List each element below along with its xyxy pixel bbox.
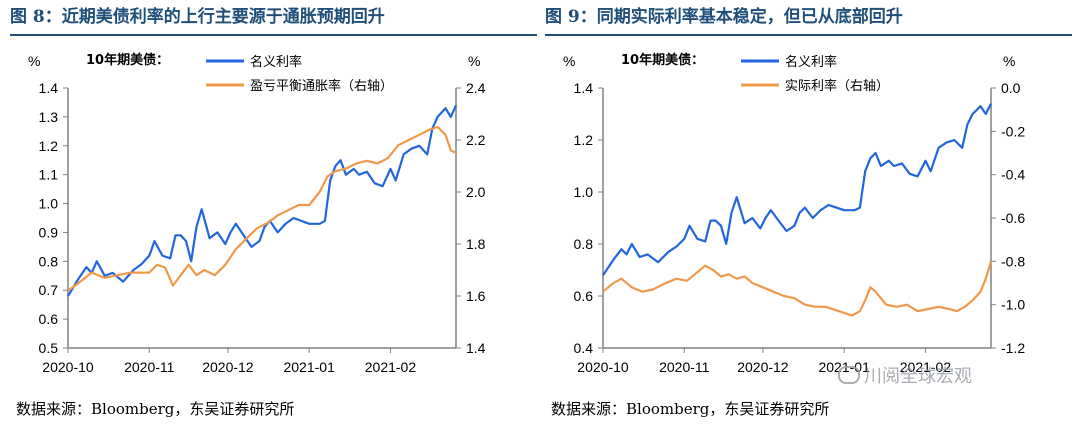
figure-9-chart: % % 0.4 0.6 0.8 1.0 1.2 1.4 -1.2 -1.0 -0.8 -0.6 -0.4… — [563, 52, 1025, 375]
wechat-icon — [838, 366, 860, 384]
series-line-left-axis — [67, 104, 458, 297]
figure-8-chart: % % 0.5 0.6 0.7 0.8 0.9 1.0 1.1 1.2 1.3 1.4 1.4 1.6 1.… — [28, 52, 486, 375]
left-tick-label: 0.6 — [574, 288, 594, 304]
right-axis-unit: % — [468, 53, 480, 69]
left-tick-label: 0.7 — [39, 282, 59, 298]
right-tick-label: 2.4 — [466, 80, 486, 96]
right-tick-label: -1.2 — [1001, 340, 1025, 356]
legend-entry: 名义利率 — [785, 54, 837, 70]
right-tick-label: -0.8 — [1001, 253, 1025, 269]
left-tick-label: 1.3 — [39, 109, 59, 125]
x-tick-label: 2020-12 — [202, 359, 254, 375]
left-tick-label: 1.2 — [39, 138, 59, 154]
figure-9-title: 图 9：同期实际利率基本稳定，但已从底部回升 — [545, 0, 1072, 36]
right-tick-label: 2.2 — [466, 132, 486, 148]
x-tick-label: 2021-01 — [283, 359, 335, 375]
figure-8-title: 图 8：近期美债利率的上行主要源于通胀预期回升 — [10, 0, 537, 36]
series-line-right-axis — [67, 125, 457, 292]
series-line-left-axis — [602, 103, 992, 276]
left-tick-label: 1.0 — [39, 196, 59, 212]
x-tick-label: 2020-11 — [124, 359, 175, 375]
x-tick-label: 2020-12 — [737, 359, 789, 375]
right-tick-label: 0.0 — [1001, 80, 1021, 96]
legend-entry: 盈亏平衡通胀率（右轴） — [250, 78, 393, 94]
left-tick-label: 1.1 — [39, 167, 59, 183]
left-tick-label: 0.9 — [39, 224, 59, 240]
right-tick-label: 1.6 — [466, 288, 486, 304]
legend-entry: 实际利率（右轴） — [785, 78, 889, 94]
left-tick-label: 0.4 — [574, 340, 594, 356]
left-tick-label: 1.4 — [574, 80, 594, 96]
left-tick-label: 1.4 — [39, 80, 59, 96]
left-axis-unit: % — [28, 53, 40, 69]
right-tick-label: -1.0 — [1001, 297, 1025, 313]
x-tick-label: 2020-10 — [42, 359, 94, 375]
right-tick-label: 1.4 — [466, 340, 486, 356]
legend-header: 10年期美债： — [86, 52, 169, 68]
left-tick-label: 0.8 — [574, 236, 594, 252]
figure-9-panel: 图 9：同期实际利率基本稳定，但已从底部回升 %% 0.4 0.6 0.8 1.0 1.2… — [545, 0, 1072, 424]
left-tick-label: 0.6 — [39, 311, 59, 327]
x-tick-label: 2021-02 — [365, 359, 417, 375]
right-tick-label: -0.6 — [1001, 210, 1025, 226]
legend-header: 10年期美债： — [621, 52, 704, 68]
right-axis-unit: % — [1003, 53, 1015, 69]
series-line-right-axis — [602, 260, 993, 317]
right-tick-label: -0.2 — [1001, 123, 1025, 139]
right-tick-label: -0.4 — [1001, 167, 1025, 183]
right-tick-label: 1.8 — [466, 236, 486, 252]
watermark-text: 川阅全球宏观 — [864, 366, 972, 387]
figure-8-panel: 图 8：近期美债利率的上行主要源于通胀预期回升 %% 0.5 0.6 0.7 0.8 0.… — [10, 0, 537, 424]
x-tick-label: 2020-10 — [577, 359, 629, 375]
left-tick-label: 0.8 — [39, 253, 59, 269]
left-tick-label: 1.2 — [574, 132, 594, 148]
left-tick-label: 0.5 — [39, 340, 59, 356]
left-axis-unit: % — [563, 53, 575, 69]
x-tick-label: 2021-02 — [900, 359, 952, 375]
legend-entry: 名义利率 — [250, 54, 302, 70]
right-tick-label: 2.0 — [466, 184, 486, 200]
figure-9-source: 数据来源：Bloomberg，东吴证券研究所 — [551, 400, 830, 418]
x-tick-label: 2020-11 — [659, 359, 710, 375]
left-tick-label: 1.0 — [574, 184, 594, 200]
watermark: 川阅全球宏观 — [838, 362, 972, 388]
figure-8-source: 数据来源：Bloomberg，东吴证券研究所 — [16, 400, 295, 418]
